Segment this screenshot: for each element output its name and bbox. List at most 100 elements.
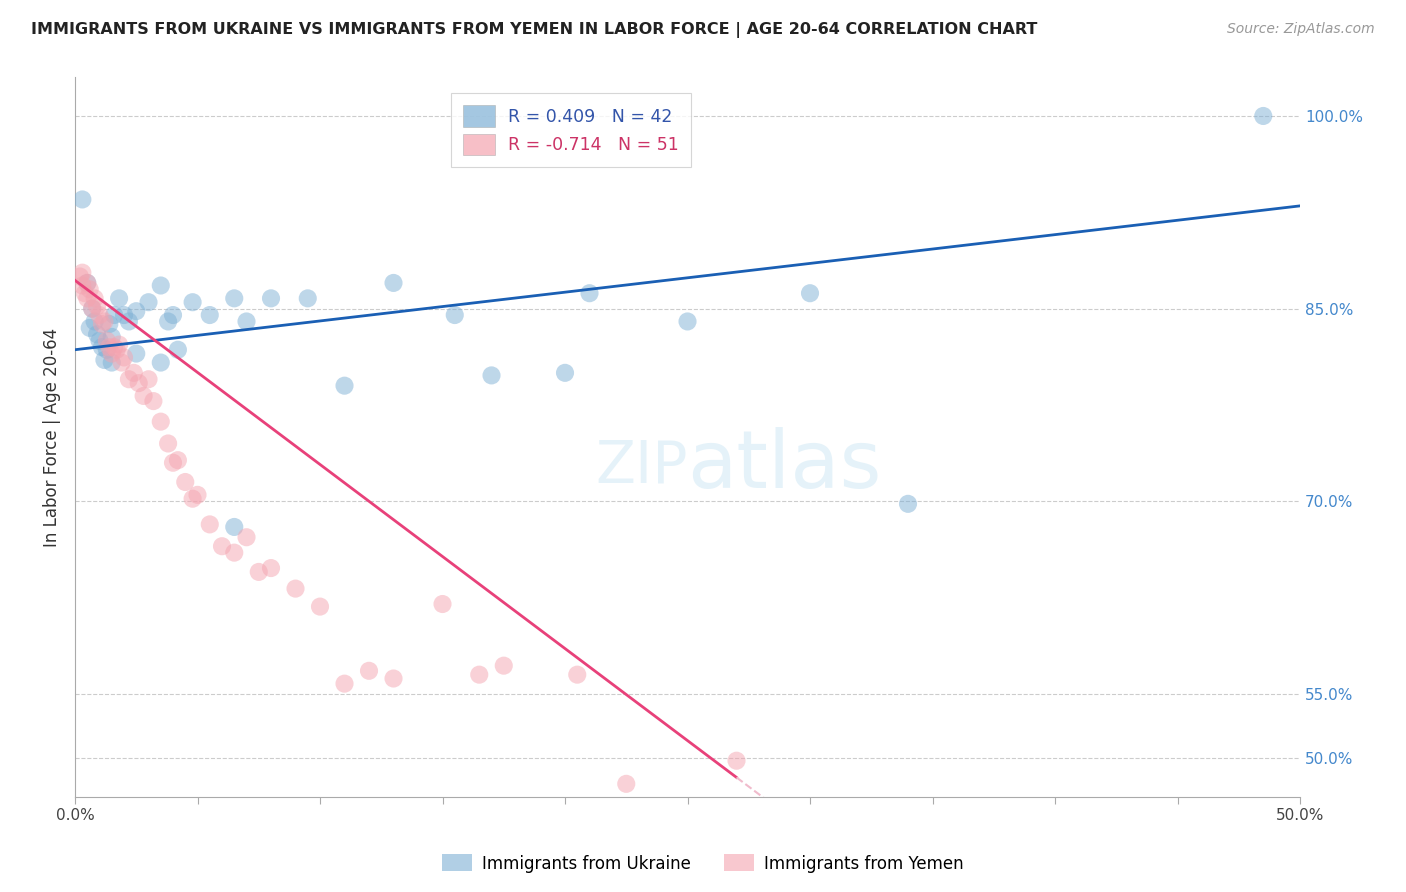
Point — [122, 366, 145, 380]
Point — [167, 453, 190, 467]
Point — [93, 314, 115, 328]
Text: IMMIGRANTS FROM UKRAINE VS IMMIGRANTS FROM YEMEN IN LABOR FORCE | AGE 20-64 CORR: IMMIGRANTS FROM UKRAINE VS IMMIGRANTS FR… — [31, 22, 1038, 38]
Point — [149, 415, 172, 429]
Point — [100, 355, 122, 369]
Point — [333, 378, 356, 392]
Point — [108, 291, 131, 305]
Point — [125, 346, 148, 360]
Y-axis label: In Labor Force | Age 20-64: In Labor Force | Age 20-64 — [44, 327, 60, 547]
Point — [132, 389, 155, 403]
Point — [96, 334, 118, 348]
Point — [224, 291, 246, 305]
Point — [73, 286, 96, 301]
Point — [481, 368, 503, 383]
Point — [96, 343, 118, 357]
Point — [103, 340, 125, 354]
Point — [69, 269, 91, 284]
Point — [157, 436, 180, 450]
Point — [76, 291, 98, 305]
Point — [91, 317, 114, 331]
Point — [149, 278, 172, 293]
Point — [198, 517, 221, 532]
Point — [72, 266, 94, 280]
Point — [72, 193, 94, 207]
Point — [118, 314, 141, 328]
Point — [138, 372, 160, 386]
Point — [186, 488, 208, 502]
Point — [167, 343, 190, 357]
Text: ZIP: ZIP — [595, 437, 688, 494]
Point — [1251, 109, 1274, 123]
Legend: Immigrants from Ukraine, Immigrants from Yemen: Immigrants from Ukraine, Immigrants from… — [436, 847, 970, 880]
Point — [162, 308, 184, 322]
Point — [162, 456, 184, 470]
Point — [492, 658, 515, 673]
Point — [103, 308, 125, 322]
Point — [110, 355, 132, 369]
Point — [108, 337, 131, 351]
Point — [100, 346, 122, 360]
Point — [309, 599, 332, 614]
Point — [79, 321, 101, 335]
Point — [224, 546, 246, 560]
Point — [578, 286, 600, 301]
Point — [181, 295, 204, 310]
Point — [198, 308, 221, 322]
Point — [112, 351, 135, 365]
Point — [72, 278, 94, 293]
Point — [333, 676, 356, 690]
Point — [897, 497, 920, 511]
Point — [247, 565, 270, 579]
Point — [181, 491, 204, 506]
Point — [89, 308, 111, 322]
Text: atlas: atlas — [688, 427, 882, 505]
Point — [157, 314, 180, 328]
Point — [86, 299, 108, 313]
Point — [98, 317, 121, 331]
Point — [260, 561, 283, 575]
Point — [112, 308, 135, 322]
Point — [93, 353, 115, 368]
Point — [725, 754, 748, 768]
Point — [100, 330, 122, 344]
Point — [83, 314, 105, 328]
Point — [284, 582, 307, 596]
Point — [799, 286, 821, 301]
Point — [554, 366, 576, 380]
Legend: R = 0.409   N = 42, R = -0.714   N = 51: R = 0.409 N = 42, R = -0.714 N = 51 — [451, 94, 692, 167]
Point — [235, 530, 257, 544]
Point — [125, 304, 148, 318]
Point — [443, 308, 465, 322]
Point — [76, 276, 98, 290]
Point — [235, 314, 257, 328]
Text: Source: ZipAtlas.com: Source: ZipAtlas.com — [1227, 22, 1375, 37]
Point — [614, 777, 637, 791]
Point — [86, 327, 108, 342]
Point — [82, 301, 104, 316]
Point — [138, 295, 160, 310]
Point — [128, 376, 150, 391]
Point — [224, 520, 246, 534]
Point — [260, 291, 283, 305]
Point — [91, 340, 114, 354]
Point — [89, 334, 111, 348]
Point — [567, 667, 589, 681]
Point — [149, 355, 172, 369]
Point — [98, 340, 121, 354]
Point — [211, 539, 233, 553]
Point — [83, 291, 105, 305]
Point — [382, 276, 405, 290]
Point — [105, 343, 128, 357]
Point — [174, 475, 197, 489]
Point — [142, 394, 165, 409]
Point — [82, 301, 104, 316]
Point — [382, 672, 405, 686]
Point — [118, 372, 141, 386]
Point — [676, 314, 699, 328]
Point — [468, 667, 491, 681]
Point — [79, 282, 101, 296]
Point — [297, 291, 319, 305]
Point — [76, 276, 98, 290]
Point — [432, 597, 454, 611]
Point — [357, 664, 380, 678]
